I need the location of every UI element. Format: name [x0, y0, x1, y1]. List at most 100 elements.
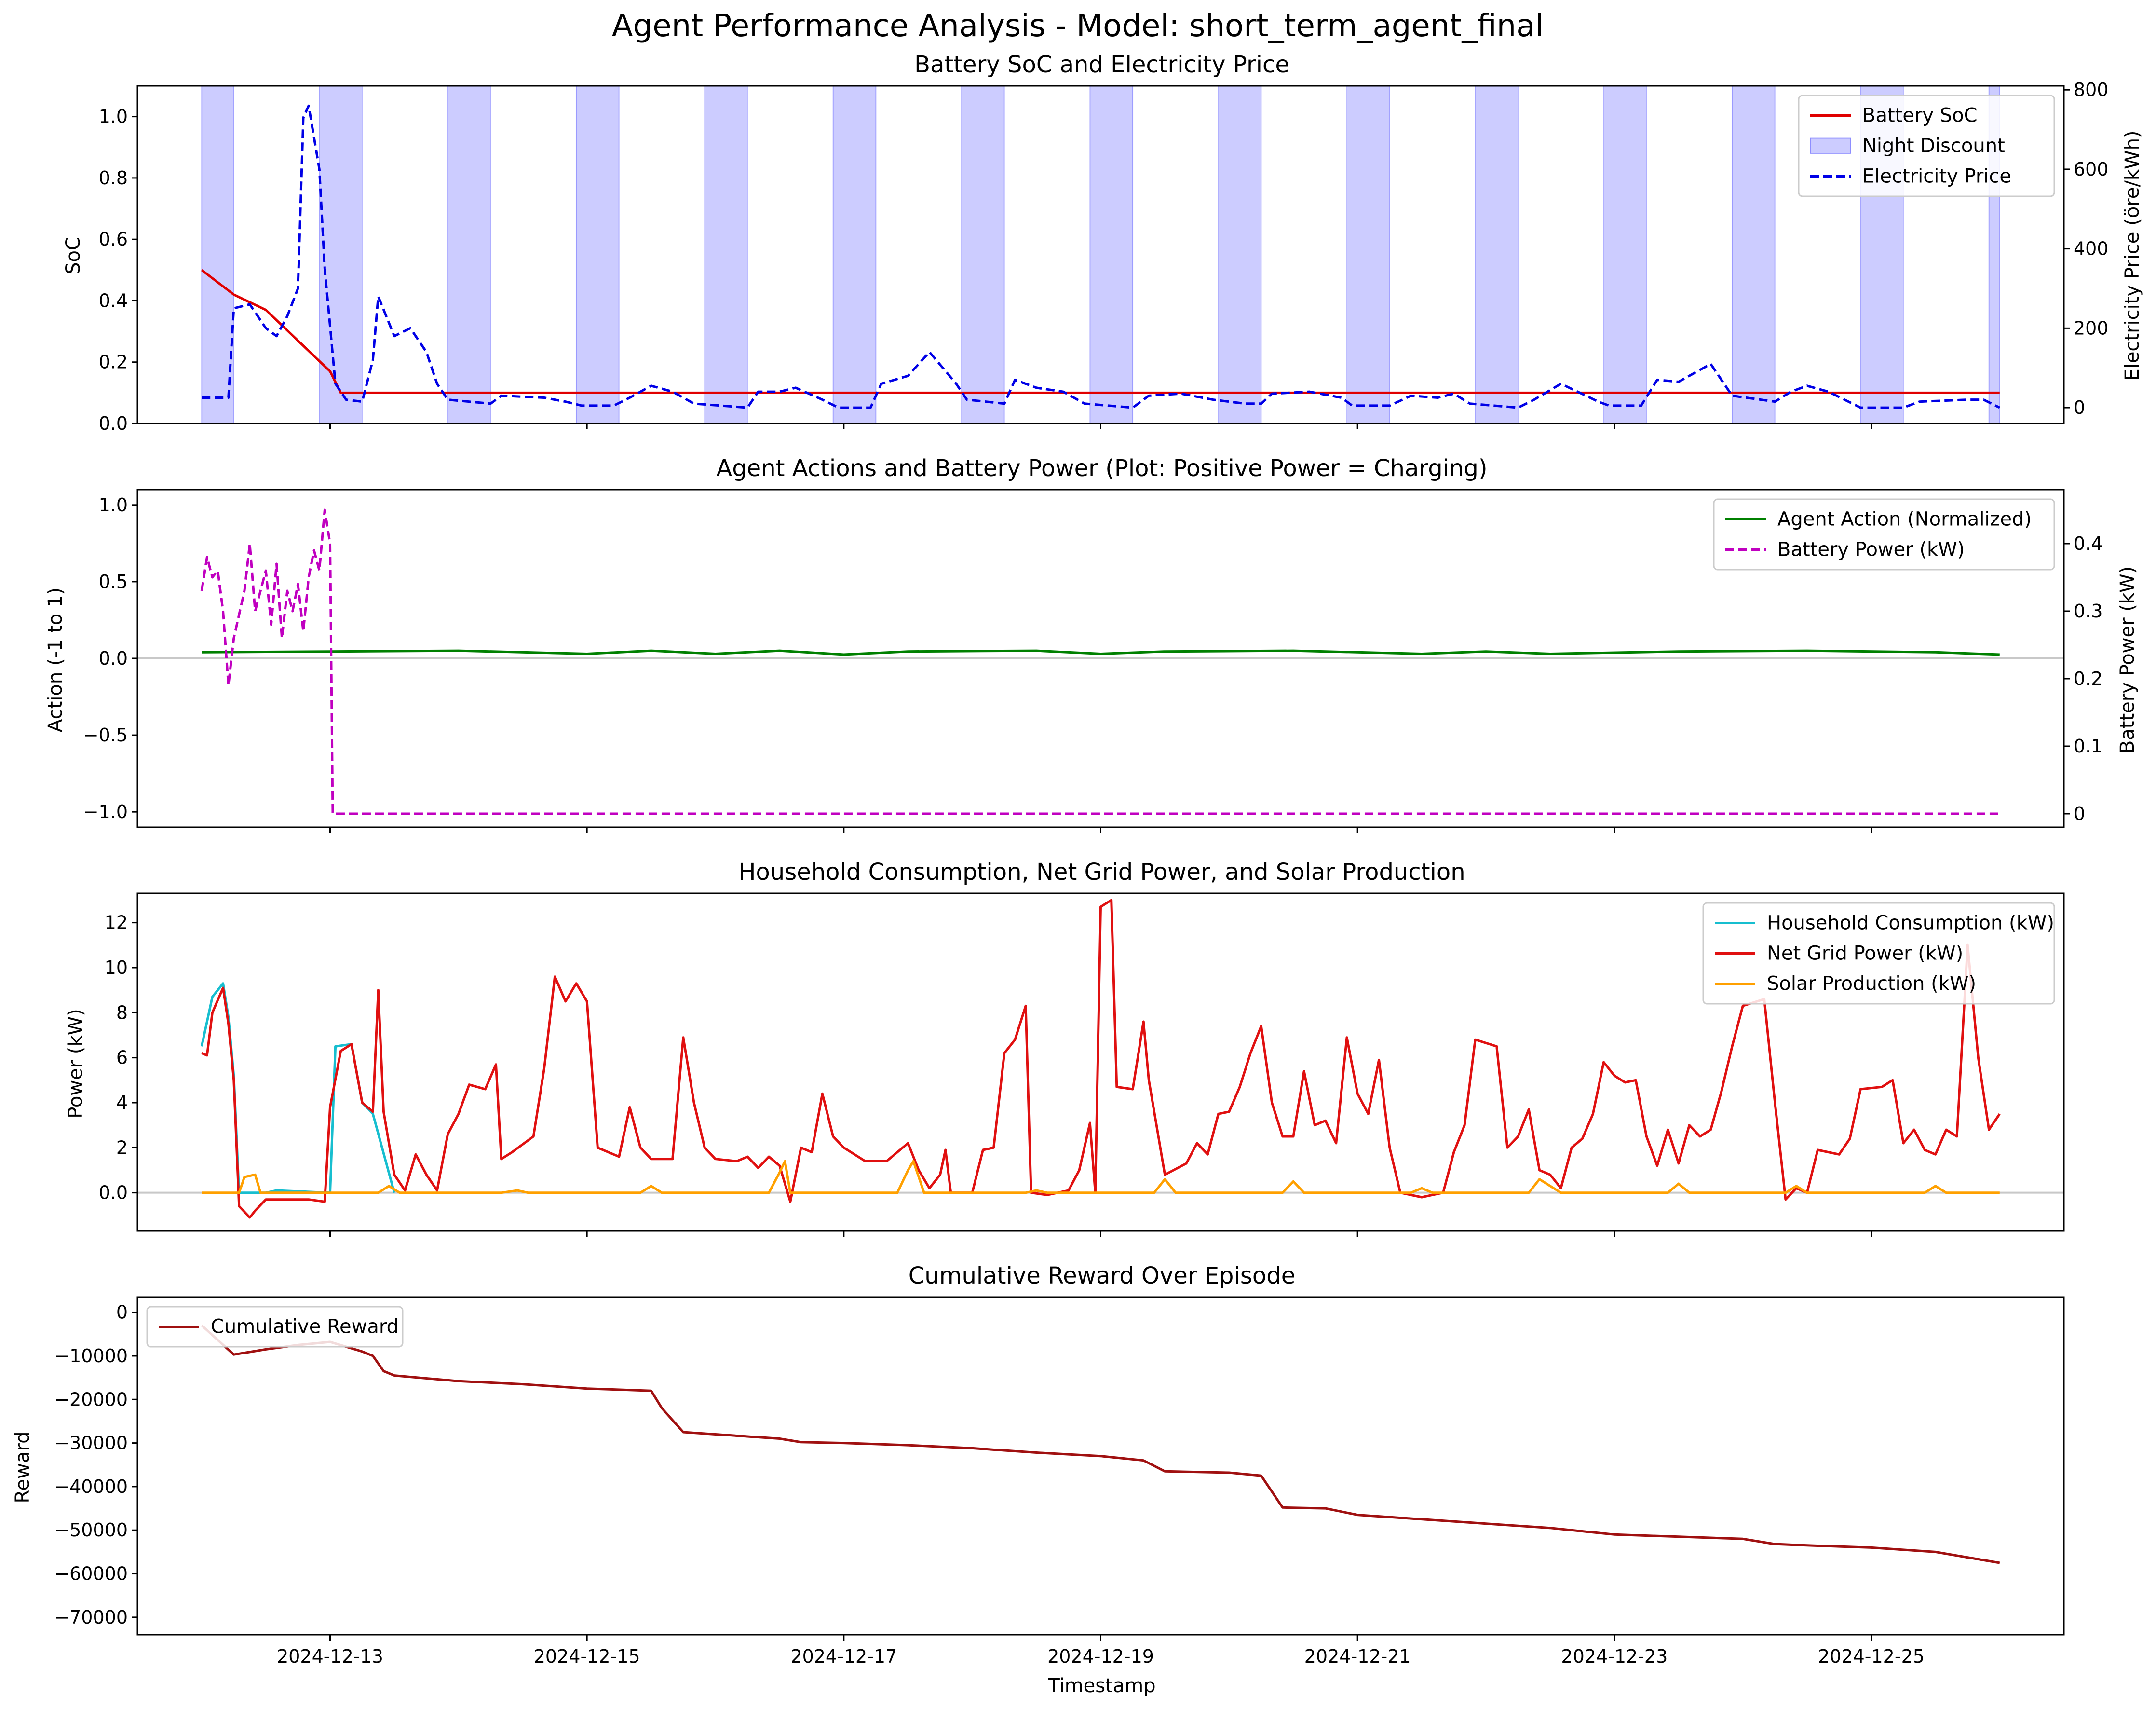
legend-label: Agent Action (Normalized) — [1777, 508, 2032, 531]
plot-area — [137, 508, 2064, 815]
series-line-agent-action-normalized — [202, 649, 2000, 656]
legend-swatch-night-discount — [1810, 137, 1851, 154]
night-discount-band — [1475, 86, 1519, 424]
y-tick-label: 0.0 — [99, 648, 128, 669]
night-discount-band — [704, 86, 748, 424]
y-axis-label-right: Electricity Price (öre/kWh) — [2121, 130, 2143, 381]
legend-frame — [146, 1306, 404, 1348]
y-axis-label-left: SoC — [62, 237, 84, 274]
x-tick-label: 2024-12-19 — [1047, 1646, 1154, 1667]
legend-frame — [1702, 902, 2055, 1005]
legend-label: Battery SoC — [1862, 105, 1978, 127]
y-tick-label: 0 — [116, 1302, 128, 1323]
y-tick-label: −40000 — [54, 1476, 128, 1497]
night-discount-band — [1346, 86, 1390, 424]
panel-title: Cumulative Reward Over Episode — [909, 1262, 1295, 1289]
y-tick-label-right: 0 — [2074, 803, 2085, 824]
y-tick-label: −1.0 — [83, 801, 128, 822]
y-tick-label-right: 400 — [2074, 238, 2109, 260]
x-tick-label: 2024-12-23 — [1561, 1646, 1668, 1667]
y-tick-label-right: 0.2 — [2074, 668, 2102, 689]
y-axis-label-left: Reward — [12, 1432, 34, 1504]
y-tick-label: 6 — [116, 1047, 128, 1068]
y-tick-label: 0.6 — [99, 229, 128, 250]
y-tick-label: 0.0 — [99, 413, 128, 434]
y-tick-label: 2 — [116, 1137, 128, 1158]
panel-title: Household Consumption, Net Grid Power, a… — [738, 859, 1465, 886]
night-discount-band — [1603, 86, 1647, 424]
x-tick-label: 2024-12-21 — [1304, 1646, 1411, 1667]
legend: Battery SoC Night Discount Electricity Pri… — [1798, 95, 2055, 197]
plot-area — [201, 1324, 2000, 1564]
y-tick-label: −30000 — [54, 1433, 128, 1454]
series-line-net-grid-power-kw — [201, 899, 2001, 1219]
y-tick-label: 0.0 — [99, 1182, 128, 1203]
legend-label: Battery Power (kW) — [1777, 539, 1965, 561]
panel-title: Agent Actions and Battery Power (Plot: P… — [716, 455, 1487, 482]
night-discount-band — [961, 86, 1005, 424]
x-tick-label: 2024-12-15 — [534, 1646, 640, 1667]
y-tick-label-right: 0.3 — [2074, 601, 2102, 622]
legend-label: Net Grid Power (kW) — [1767, 943, 1963, 965]
panel-soc-price: Battery SoC and Electricity Price SoC El… — [62, 51, 2143, 434]
panel-actions-power: Agent Actions and Battery Power (Plot: P… — [44, 455, 2139, 833]
legend: Agent Action (Normalized) Battery Power (… — [1713, 498, 2055, 571]
legend-frame — [1713, 498, 2055, 571]
y-tick-label: 0.4 — [99, 290, 128, 311]
night-discount-band — [319, 86, 363, 424]
panel-cumulative-reward: Cumulative Reward Over Episode Reward Ti… — [12, 1262, 2065, 1697]
plot-area — [137, 899, 2064, 1219]
night-discount-band — [832, 86, 877, 424]
y-tick-label: 1.0 — [99, 106, 128, 127]
y-tick-label: 0.8 — [99, 167, 128, 189]
series-line-battery-power-kw — [200, 508, 2000, 815]
x-tick-label: 2024-12-25 — [1818, 1646, 1925, 1667]
y-tick-label: 1.0 — [99, 494, 128, 516]
x-tick-label: 2024-12-13 — [277, 1646, 383, 1667]
y-axis-label-right: Battery Power (kW) — [2116, 566, 2139, 753]
y-tick-label: 10 — [105, 957, 128, 978]
series-line-electricity-price — [202, 104, 2000, 409]
series-line-solar-production-kw — [202, 1160, 2000, 1194]
legend: Household Consumption (kW) Net Grid Power… — [1702, 902, 2055, 1005]
plot-area — [201, 86, 2000, 424]
x-axis-label: Timestamp — [1047, 1675, 1155, 1697]
legend-label: Electricity Price — [1862, 165, 2011, 188]
y-tick-label-right: 200 — [2074, 317, 2109, 339]
panel-title: Battery SoC and Electricity Price — [914, 51, 1289, 78]
legend-label: Cumulative Reward — [211, 1316, 399, 1338]
legend-label: Solar Production (kW) — [1767, 973, 1976, 995]
y-axis-label-left: Action (-1 to 1) — [44, 588, 67, 732]
night-discount-band — [1218, 86, 1262, 424]
legend-label: Household Consumption (kW) — [1767, 912, 2054, 934]
y-tick-label-right: 0 — [2074, 397, 2085, 418]
y-tick-label: 0.5 — [99, 571, 128, 592]
y-tick-label: −50000 — [54, 1519, 128, 1541]
y-tick-label-right: 0.1 — [2074, 736, 2102, 757]
y-tick-label-right: 600 — [2074, 159, 2109, 180]
legend-label: Night Discount — [1862, 135, 2005, 157]
y-tick-label: −20000 — [54, 1389, 128, 1410]
legend-frame — [1798, 95, 2055, 197]
y-tick-label-right: 0.4 — [2074, 533, 2102, 554]
y-tick-label-right: 800 — [2074, 79, 2109, 100]
night-discount-band — [201, 86, 234, 424]
y-tick-label: 12 — [105, 912, 128, 933]
y-tick-label: −0.5 — [83, 725, 128, 746]
y-tick-label: 4 — [116, 1092, 128, 1113]
y-tick-label: −10000 — [54, 1345, 128, 1367]
legend: Cumulative Reward — [146, 1306, 404, 1348]
x-tick-label: 2024-12-17 — [790, 1646, 897, 1667]
series-line-battery-soc — [201, 269, 2000, 394]
y-tick-label: 8 — [116, 1002, 128, 1023]
night-discount-band — [575, 86, 620, 424]
figure-suptitle: Agent Performance Analysis - Model: shor… — [612, 8, 1544, 44]
night-discount-band — [1089, 86, 1134, 424]
series-line-cumulative-reward — [201, 1324, 2000, 1564]
night-discount-band — [447, 86, 491, 424]
y-axis-label-left: Power (kW) — [65, 1009, 87, 1119]
night-discount-band — [1731, 86, 1776, 424]
y-tick-label: −60000 — [54, 1563, 128, 1585]
